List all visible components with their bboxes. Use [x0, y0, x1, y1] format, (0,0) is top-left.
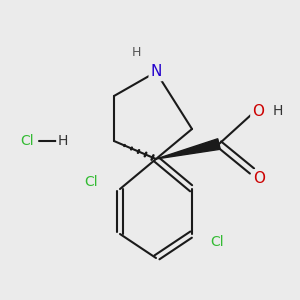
Polygon shape — [156, 139, 220, 159]
Text: Cl: Cl — [211, 235, 224, 248]
Text: O: O — [254, 171, 266, 186]
Text: N: N — [150, 64, 162, 80]
Text: Cl: Cl — [20, 134, 34, 148]
Text: H: H — [272, 104, 283, 118]
Text: Cl: Cl — [85, 175, 98, 188]
Text: H: H — [132, 46, 141, 59]
Text: H: H — [58, 134, 68, 148]
Text: O: O — [252, 103, 264, 118]
